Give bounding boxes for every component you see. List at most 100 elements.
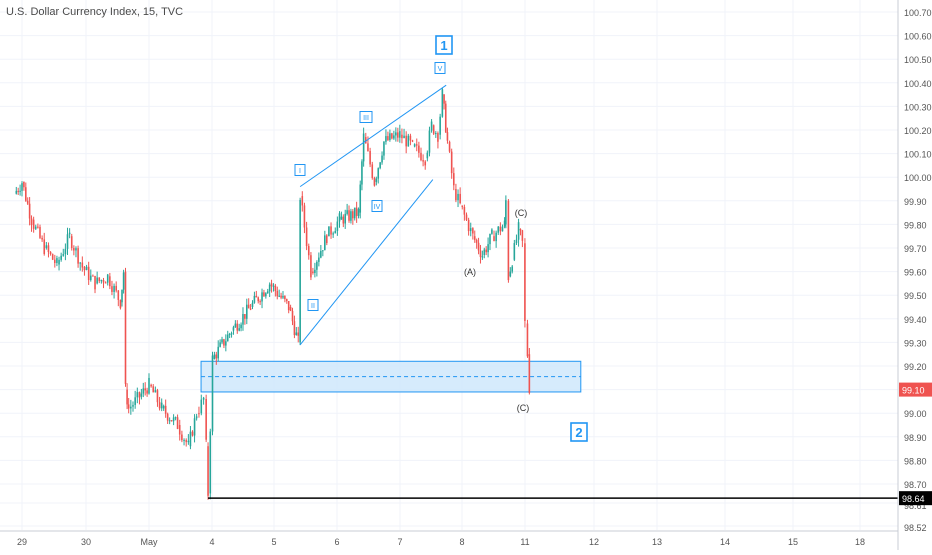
price-candle [85,266,88,271]
wave-channel-line[interactable] [299,84,447,188]
price-candle [89,275,92,281]
price-candle [299,199,301,343]
price-candle [461,205,464,208]
price-candle [350,211,352,221]
price-candle [68,232,71,235]
x-tick-label: 14 [720,537,730,547]
x-tick-label: 4 [209,537,214,547]
price-candle [322,250,324,252]
wave-label-iv: IV [374,204,381,211]
price-candle [136,392,139,398]
price-candle [211,355,214,432]
price-candle [411,140,414,142]
price-candle [83,266,86,271]
price-candle [113,285,115,292]
wave-label-1-box [435,35,453,55]
price-candle [47,245,50,253]
price-candle [342,216,345,224]
price-candle [278,295,280,297]
price-candle [295,332,298,336]
price-candle [130,406,132,409]
price-candle [240,324,242,329]
price-candle [320,250,322,258]
price-candle [324,235,326,251]
x-tick-label: 18 [855,537,865,547]
wave-label-2: 2 [575,425,582,440]
price-candle [104,282,107,284]
price-candle [391,133,393,139]
price-candle [64,248,67,255]
price-candle [207,446,209,496]
wave-label-a: (A) [464,267,476,277]
wave-label-iii-box [359,111,373,123]
price-candle [30,218,33,226]
price-candle [369,150,371,165]
price-candle [115,285,117,291]
price-candle [473,236,476,240]
price-bars [15,87,531,500]
price-candle [503,220,506,227]
price-candle [371,164,374,178]
price-candle [150,384,152,387]
price-candle [282,295,284,298]
wave-label-i: I [299,168,301,175]
support-price-tag-text: 98.64 [902,494,925,504]
price-candle [355,207,358,216]
wave-channel-line[interactable] [299,179,434,346]
price-candle [26,200,29,204]
price-candle [270,283,273,287]
price-candle [146,390,148,394]
wave-lines[interactable] [299,84,447,346]
price-candle [459,193,461,204]
price-candle [144,388,146,391]
price-candle [475,239,478,243]
price-candle [357,208,360,216]
price-candle [340,216,343,220]
price-candle [156,390,159,403]
price-candle [138,392,141,398]
y-tick-label: 99.00 [904,409,927,419]
price-candle [45,245,48,248]
price-candle [198,413,200,415]
x-tick-label: 29 [17,537,27,547]
price-candle [338,213,341,222]
x-tick-label: 7 [397,537,402,547]
price-candle [528,354,531,393]
price-candle [172,417,175,422]
price-candle [166,413,169,421]
price-candle [154,390,157,393]
price-candle [242,314,244,325]
price-candle [87,266,90,281]
price-candle [457,193,459,201]
price-candle [92,275,94,277]
price-candle [443,94,445,104]
price-candle [332,233,334,235]
price-candle [472,228,474,234]
support-zone[interactable] [200,360,582,393]
price-candle [19,190,21,192]
price-candle [507,200,510,281]
price-candle [344,213,347,224]
price-candle [185,439,188,443]
price-candle [469,228,472,232]
price-candle [285,299,288,301]
price-candle [272,285,275,287]
y-tick-label: 100.70 [904,8,932,18]
price-candle [122,272,125,290]
y-tick-label: 99.90 [904,197,927,207]
price-candle [249,308,252,310]
price-candle [245,304,248,319]
price-candle [255,295,258,298]
price-candle [293,321,296,336]
price-candle [70,236,73,249]
price-candle [426,152,429,159]
price-candle [236,323,239,331]
y-tick-label: 98.90 [904,433,927,443]
price-candle [435,133,437,135]
price-candle [158,402,161,409]
price-candle [397,132,399,138]
price-candle [314,269,316,273]
wave-label-v-box [434,62,446,74]
price-candle [424,161,427,166]
